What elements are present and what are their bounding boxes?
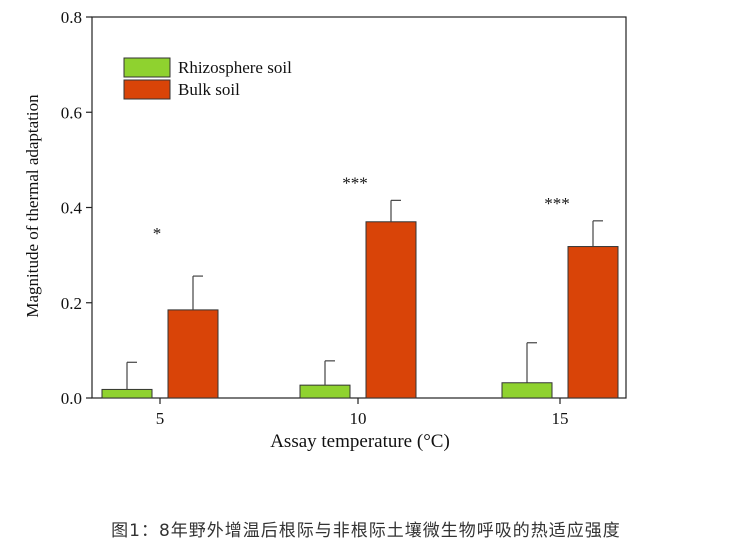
x-tick-label: 5 — [156, 409, 165, 428]
bar-bulk-15 — [567, 246, 619, 399]
y-tick-label: 0.8 — [61, 8, 82, 27]
legend-swatch — [123, 57, 171, 78]
legend-label: Rhizosphere soil — [178, 58, 292, 77]
bar-rhizosphere-10 — [299, 384, 351, 399]
figure-caption: 图1：8年野外增温后根际与非根际土壤微生物呼吸的热适应强度 — [111, 521, 621, 541]
legend-label: Bulk soil — [178, 80, 240, 99]
y-axis-label: Magnitude of thermal adaptation — [23, 94, 42, 318]
plot-area: 0.0 0.2 0.4 0.6 0.8 5 * 10 *** 15 *** — [61, 8, 627, 428]
significance-label: *** — [342, 173, 368, 192]
y-tick-label: 0.4 — [61, 199, 83, 218]
bar-rhizosphere-15 — [501, 382, 553, 399]
thermal-adaptation-bar-chart: 0.0 0.2 0.4 0.6 0.8 5 * 10 *** 15 *** Rhizosphere … — [23, 8, 627, 452]
legend-swatch — [123, 79, 171, 100]
bar-rhizosphere-5 — [101, 388, 153, 399]
y-tick-label: 0.0 — [61, 389, 82, 408]
legend: Rhizosphere soil Bulk soil — [123, 57, 292, 100]
x-axis-label: Assay temperature (°C) — [270, 431, 450, 452]
x-tick-label: 15 — [552, 409, 569, 428]
y-tick-label: 0.2 — [61, 294, 82, 313]
significance-label: * — [153, 224, 162, 243]
x-tick-label: 10 — [350, 409, 367, 428]
bar-bulk-5 — [167, 309, 219, 399]
y-tick-label: 0.6 — [61, 103, 82, 122]
bar-bulk-10 — [365, 221, 417, 399]
significance-label: *** — [544, 194, 570, 213]
